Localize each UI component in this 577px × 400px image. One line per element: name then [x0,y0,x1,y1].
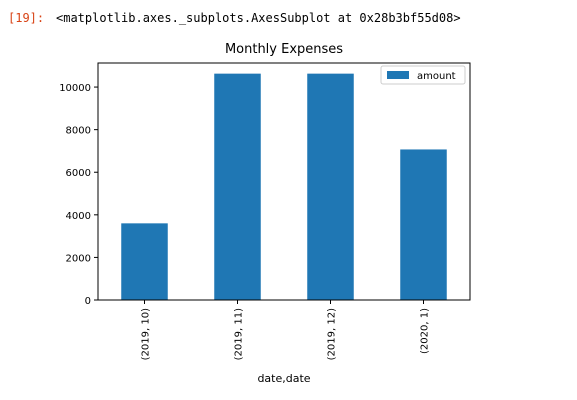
y-tick-label: 8000 [66,126,91,137]
bar-0 [121,223,168,300]
x-tick-label: (2020, 1) [420,308,431,354]
legend-label: amount [417,71,456,82]
bar-1 [214,73,261,300]
chart-title: Monthly Expenses [225,42,343,57]
y-tick-label: 6000 [66,168,91,179]
bar-3 [400,149,447,300]
plot-frame [97,62,471,301]
x-tick-label: (2019, 10) [141,308,152,360]
x-tick-label: (2019, 12) [327,308,338,360]
bars-layer [121,73,447,300]
legend-box [380,65,466,85]
x-tick-label: (2019, 11) [234,308,245,360]
output-prompt: [19]: [8,11,45,25]
y-axis: 0 2000 4000 6000 8000 10000 [59,83,98,307]
bar-2 [307,73,354,300]
y-tick-label: 10000 [59,83,91,94]
legend: amount [380,65,466,85]
legend-swatch [387,71,409,79]
y-tick-label: 4000 [66,211,91,222]
y-tick-label: 0 [85,296,91,307]
output-repr-text: <matplotlib.axes._subplots.AxesSubplot a… [56,11,461,25]
y-tick-label: 2000 [66,253,91,264]
x-axis: (2019, 10) (2019, 11) (2019, 12) (2020, 1) [141,300,431,360]
x-axis-label: date,date [257,372,310,385]
